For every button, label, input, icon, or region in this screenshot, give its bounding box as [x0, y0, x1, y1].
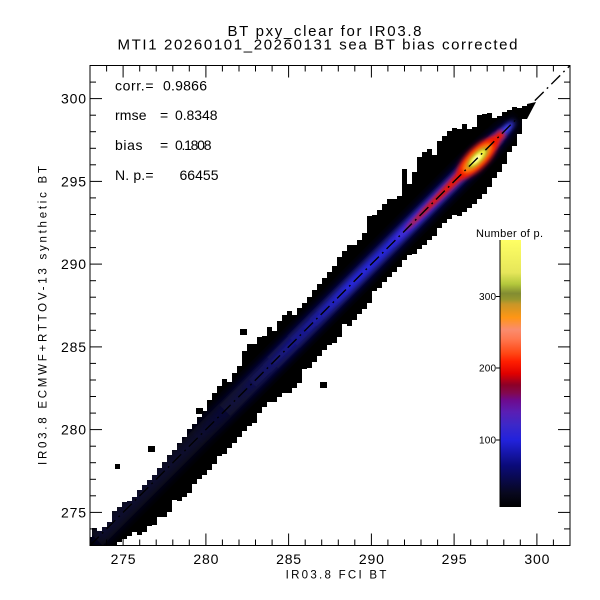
- svg-text:0.8348: 0.8348: [175, 107, 218, 123]
- svg-text:200: 200: [479, 364, 496, 375]
- svg-text:=: =: [160, 107, 168, 123]
- svg-text:N. p.=: N. p.=: [115, 167, 154, 183]
- svg-text:300: 300: [479, 292, 496, 303]
- svg-text:Number of p.: Number of p.: [476, 228, 543, 240]
- svg-text:280: 280: [61, 422, 86, 438]
- svg-text:IR03.8 ECMWF+RTTOV-13 syntheti: IR03.8 ECMWF+RTTOV-13 synthetic BT: [38, 166, 50, 465]
- svg-text:285: 285: [276, 551, 301, 567]
- svg-text:MTI1 20260101_20260131 sea BT: MTI1 20260101_20260131 sea BT bias corre…: [118, 37, 518, 54]
- svg-text:corr.=: corr.=: [115, 78, 154, 94]
- svg-text:295: 295: [61, 173, 86, 189]
- svg-text:BT pxy_clear for IR03.8: BT pxy_clear for IR03.8: [228, 23, 422, 40]
- svg-text:295: 295: [442, 551, 467, 567]
- svg-text:0.1808: 0.1808: [175, 137, 212, 153]
- svg-text:275: 275: [111, 551, 136, 567]
- svg-text:IR03.8 FCI BT: IR03.8 FCI BT: [286, 570, 387, 582]
- svg-text:rmse: rmse: [115, 107, 147, 123]
- svg-text:285: 285: [61, 339, 86, 355]
- svg-text:290: 290: [61, 256, 86, 272]
- svg-text:100: 100: [479, 436, 496, 447]
- svg-text:280: 280: [193, 551, 218, 567]
- svg-text:0.9866: 0.9866: [163, 78, 207, 94]
- svg-text:300: 300: [61, 91, 86, 107]
- svg-text:290: 290: [359, 551, 384, 567]
- svg-text:275: 275: [61, 504, 86, 520]
- svg-text:=: =: [160, 137, 168, 153]
- svg-text:300: 300: [524, 551, 549, 567]
- svg-text:66455: 66455: [180, 167, 219, 183]
- svg-text:bias: bias: [115, 137, 143, 153]
